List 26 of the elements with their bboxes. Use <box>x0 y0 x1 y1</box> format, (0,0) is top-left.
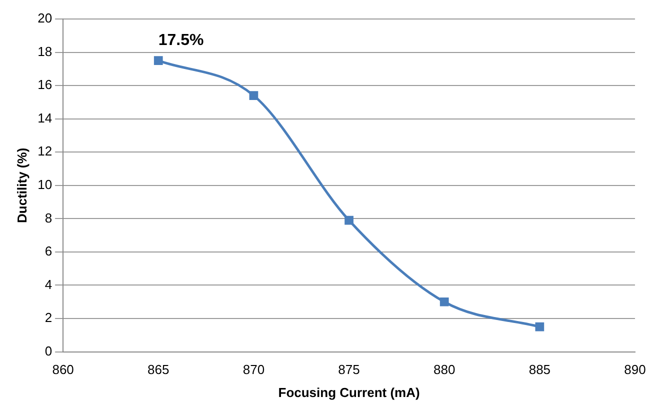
y-tick-label: 14 <box>38 110 52 126</box>
y-tick-label: 18 <box>38 44 52 59</box>
x-tick-label: 860 <box>52 362 74 378</box>
y-tick-label: 20 <box>38 10 52 26</box>
point <box>344 216 354 225</box>
x-tick-label: 875 <box>338 362 360 378</box>
point <box>249 91 258 100</box>
y-tick-label: 6 <box>44 244 52 259</box>
x-tick-label: 880 <box>434 362 456 378</box>
y-axis-title: Ductility (%) <box>14 148 30 223</box>
x-tick-label: 890 <box>624 362 646 378</box>
data-label: 17.5% <box>158 32 204 50</box>
point <box>440 297 449 306</box>
x-tick-label: 870 <box>242 362 265 378</box>
x-tick-label: 865 <box>148 362 170 378</box>
y-tick-label: 16 <box>38 77 52 92</box>
x-tick-label: 885 <box>528 362 551 378</box>
point <box>154 56 163 66</box>
point <box>535 322 544 332</box>
y-tick-label: 12 <box>38 144 52 159</box>
y-tick-label: 0 <box>44 343 52 358</box>
y-tick-label: 4 <box>44 276 52 292</box>
y-tick-label: 10 <box>38 176 52 192</box>
y-tick-label: 8 <box>44 210 52 226</box>
y-tick-label: 2 <box>44 310 52 326</box>
x-axis-title: Focusing Current (mA) <box>278 384 420 400</box>
